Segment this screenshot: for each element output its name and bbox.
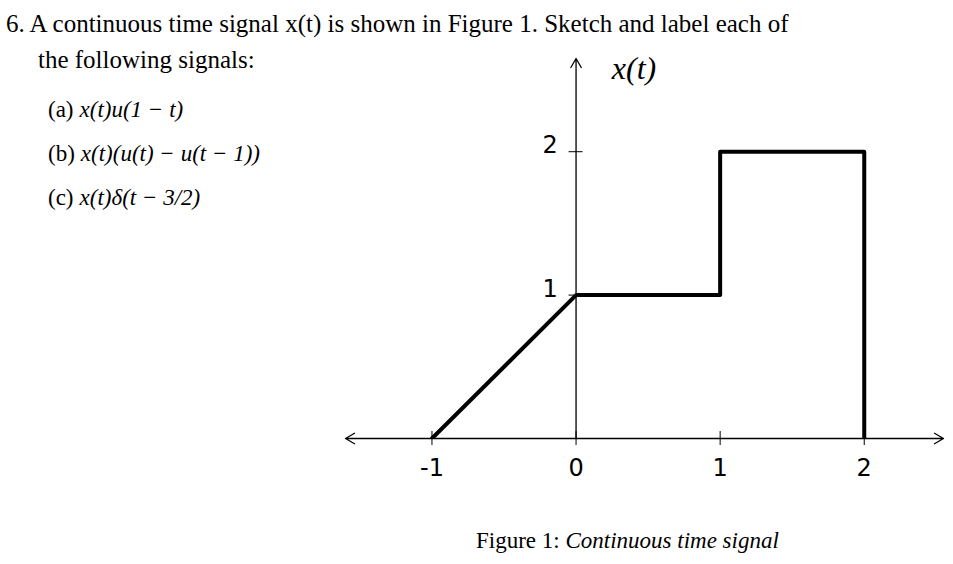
html-text:6. A continuous time signal x(: 6. A continuous time signal x(t) is show…: [6, 10, 789, 37]
html-text:(b) x(t)(u(t) − u(t − 1)): (b) x(t)(u(t) − u(t − 1)): [48, 141, 260, 166]
svg-text:1: 1: [542, 275, 557, 303]
svg-text:0: 0: [568, 454, 583, 482]
svg-text:2: 2: [857, 454, 872, 482]
svg-text:x(t): x(t): [611, 50, 656, 86]
html-text:Figure 1: Continuous time sign: Figure 1: Continuous time signal: [476, 528, 779, 553]
svg-text:1: 1: [713, 454, 728, 482]
html-text:(c) x(t)δ(t − 3/2): (c) x(t)δ(t − 3/2): [48, 185, 201, 210]
svg-text:2: 2: [542, 131, 557, 159]
html-text:(a) x(t)u(1 − t): (a) x(t)u(1 − t): [48, 97, 184, 122]
svg-text:-1: -1: [420, 454, 444, 482]
html-text:the following signals:: the following signals:: [38, 46, 255, 73]
